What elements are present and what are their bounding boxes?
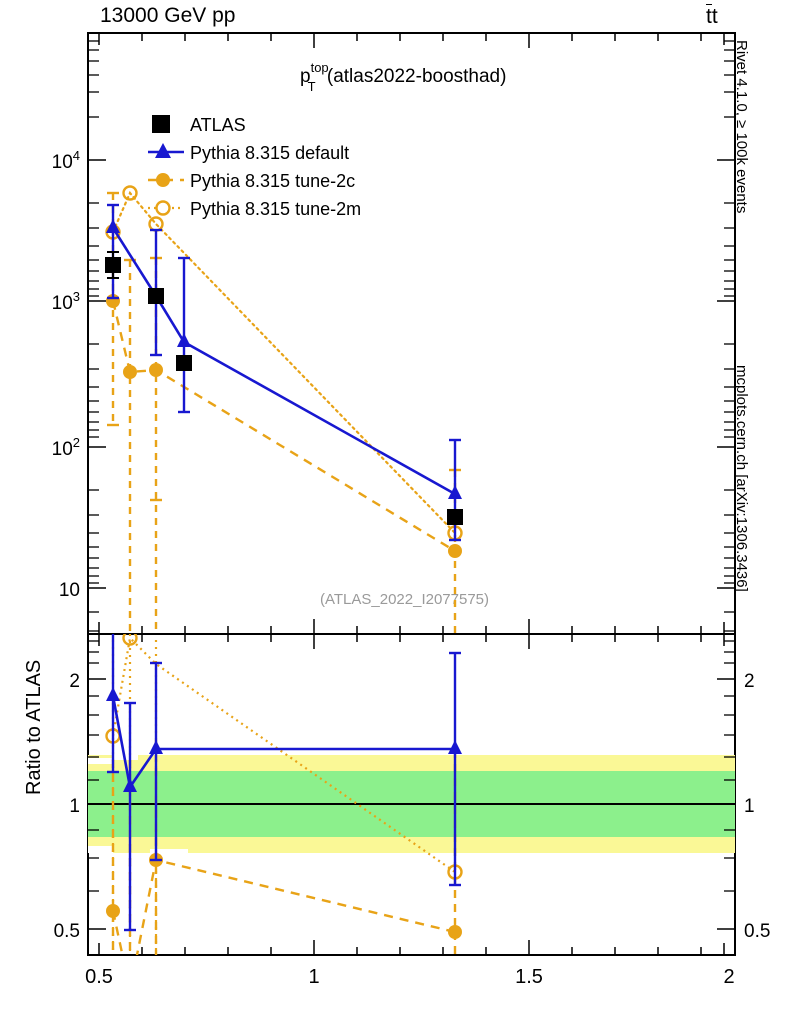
series-default-ratio [106, 634, 462, 932]
data-point-tune2c [448, 925, 462, 939]
legend-label-0: ATLAS [190, 115, 246, 135]
main-y-minor-ticks [88, 40, 735, 632]
data-point-default [123, 778, 137, 792]
ratio-axis-label: Ratio to ATLAS [23, 660, 45, 795]
main-y-ticks [88, 159, 735, 589]
xtick-3: 2 [723, 966, 734, 988]
ratio-panel: 2 1 0.5 2 1 0.5 Ratio to ATLAS 0.5 1 1.5… [23, 633, 771, 988]
legend-marker-default [155, 143, 171, 158]
data-point-default [448, 740, 462, 754]
ratio-ytick-right-2: 2 [744, 671, 755, 692]
data-point-tune2c [123, 365, 137, 379]
ratio-x-ticks [98, 634, 725, 955]
xtick-0: 0.5 [85, 966, 113, 988]
data-point-tune2m [122, 634, 138, 646]
data-point-default [106, 219, 120, 233]
svg-text:104: 104 [52, 148, 80, 173]
data-point-tune2c [106, 904, 120, 918]
main-x-ticks [98, 33, 725, 634]
ratio-data-region [88, 634, 735, 955]
data-point-atlas [105, 257, 121, 273]
data-point-default [149, 740, 163, 754]
data-point-atlas [148, 288, 164, 304]
main-data-region [105, 185, 463, 634]
data-point-tune2m [122, 185, 138, 201]
legend-marker-tune2m [155, 200, 171, 216]
legend-marker-atlas [152, 115, 170, 133]
legend-label-1: Pythia 8.315 default [190, 143, 349, 163]
ratio-ytick-right-05: 0.5 [744, 921, 770, 942]
data-point-default [177, 333, 191, 347]
legend: ATLAS Pythia 8.315 default Pythia 8.315 … [148, 115, 361, 219]
ratio-y-minor-ticks [88, 640, 735, 892]
header-right-label: tttt̄ [706, 4, 718, 28]
legend-label-2: Pythia 8.315 tune-2c [190, 171, 355, 191]
legend-marker-tune2c [156, 173, 170, 187]
series-tune-2c-main [106, 191, 462, 634]
main-panel-frame [87, 32, 736, 635]
ratio-y-tick-labels: 2 1 0.5 2 1 0.5 [54, 671, 771, 942]
xtick-1: 1 [308, 966, 319, 988]
data-point-tune2c [448, 544, 462, 558]
data-point-atlas [447, 509, 463, 525]
svg-text:10: 10 [59, 580, 80, 601]
main-y-tick-labels: 104 103 102 10 [52, 148, 80, 601]
svg-text:102: 102 [52, 435, 80, 460]
dataset-watermark: (ATLAS_2022_I2077575) [320, 591, 489, 608]
data-point-atlas [176, 355, 192, 371]
main-panel: 104 103 102 10 ptop T (atlas2022-boosthad… [52, 32, 736, 635]
ratio-ytick-right-1: 1 [744, 796, 755, 817]
x-tick-labels: 0.5 1 1.5 2 [85, 966, 734, 988]
series-atlas-main [105, 251, 463, 525]
ratio-ytick-1: 1 [69, 796, 80, 817]
data-point-tune2c [149, 363, 163, 377]
data-point-default [448, 485, 462, 499]
ratio-ytick-05: 0.5 [54, 921, 80, 942]
ratio-y-ticks [88, 678, 735, 930]
legend-label-3: Pythia 8.315 tune-2m [190, 199, 361, 219]
data-point-default [106, 687, 120, 701]
ratio-ytick-2: 2 [69, 671, 80, 692]
svg-text:103: 103 [52, 289, 80, 314]
header-left-label: 13000 GeV pp [100, 4, 236, 27]
xtick-2: 1.5 [515, 966, 543, 988]
